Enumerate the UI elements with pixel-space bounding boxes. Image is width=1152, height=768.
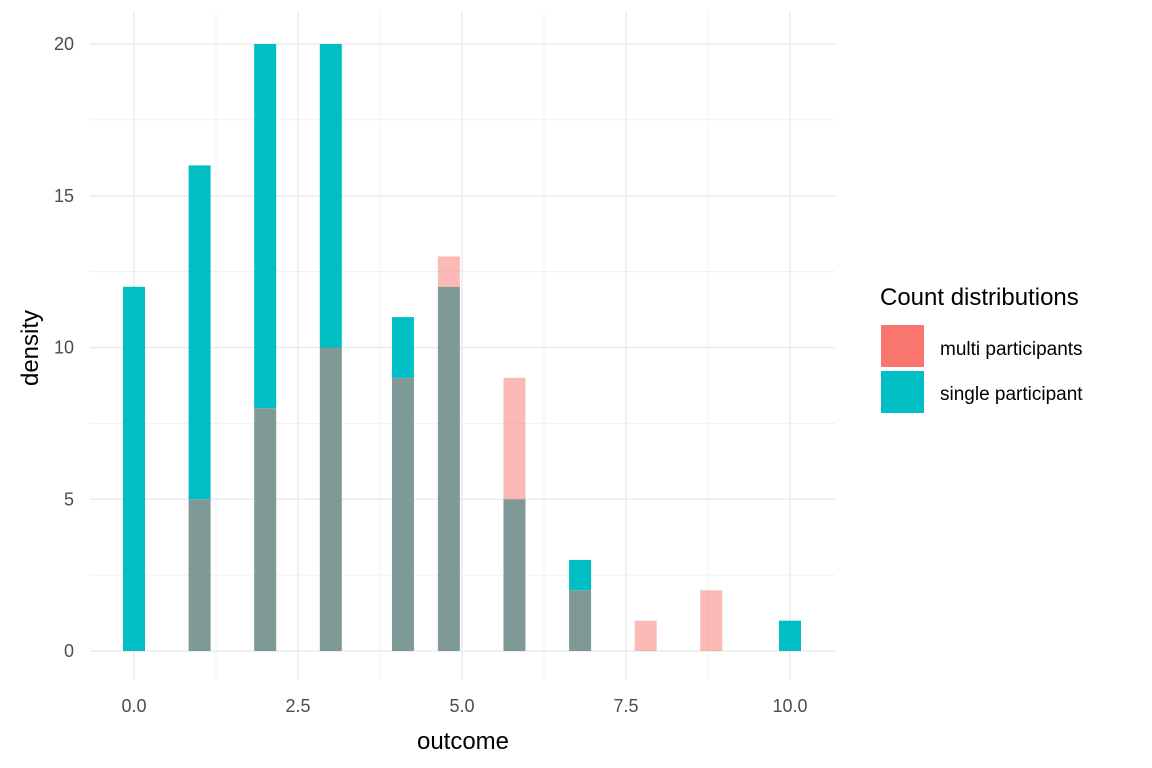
y-tick-label: 15 [54, 186, 74, 206]
bar-multi-participants [503, 377, 526, 500]
bar-overlap [437, 286, 460, 651]
bar-multi-participants [437, 256, 460, 287]
x-tick-label: 2.5 [285, 696, 310, 716]
bar-single-participant [779, 620, 801, 651]
y-axis-title: density [17, 310, 44, 386]
bar-overlap [319, 347, 342, 651]
bar-overlap [188, 499, 211, 651]
bar-overlap [503, 499, 526, 651]
x-axis-title: outcome [417, 728, 509, 755]
bar-single-participant [319, 44, 342, 348]
bar-single-participant [391, 317, 414, 378]
y-tick-label: 0 [64, 641, 74, 661]
bar-single-participant [188, 165, 211, 500]
legend-label-single: single participant [940, 384, 1083, 405]
bar-single-participant [123, 286, 145, 651]
bar-overlap [254, 408, 277, 651]
legend: Count distributions multi participants s… [880, 284, 1083, 413]
legend-key-single [881, 371, 924, 413]
bar-single-participant [254, 44, 277, 409]
bar-multi-participants [700, 590, 723, 651]
legend-label-multi: multi participants [940, 339, 1083, 360]
y-tick-label: 10 [54, 338, 74, 358]
bars [123, 44, 801, 651]
x-tick-label: 5.0 [449, 696, 474, 716]
bar-multi-participants [634, 620, 657, 651]
bar-overlap [391, 377, 414, 651]
legend-title: Count distributions [880, 284, 1079, 311]
x-tick-label: 0.0 [121, 696, 146, 716]
x-tick-label: 7.5 [613, 696, 638, 716]
bar-single-participant [569, 559, 592, 591]
x-tick-label: 10.0 [772, 696, 807, 716]
y-axis-ticks: 0 5 10 15 20 [54, 34, 74, 661]
y-tick-label: 5 [64, 489, 74, 509]
x-axis-ticks: 0.0 2.5 5.0 7.5 10.0 [121, 696, 807, 716]
y-tick-label: 20 [54, 34, 74, 54]
bar-overlap [569, 590, 592, 651]
legend-key-multi [881, 325, 924, 367]
